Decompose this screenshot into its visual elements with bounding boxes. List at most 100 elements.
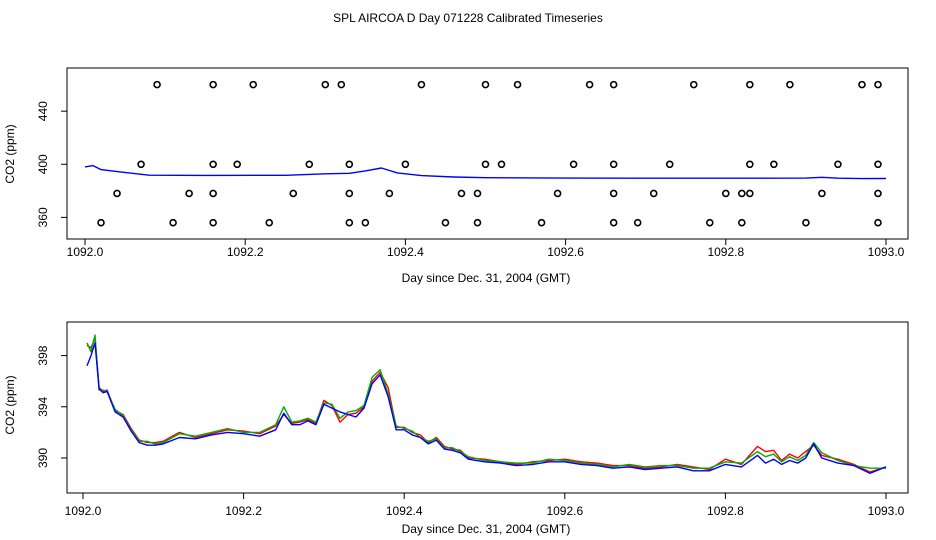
data-point — [746, 160, 754, 169]
data-point — [802, 218, 810, 227]
data-point — [401, 160, 410, 169]
data-point — [649, 189, 658, 198]
data-point — [609, 189, 618, 198]
data-point — [481, 80, 490, 89]
chart-bottom: 1092.0 1092.2 1092.4 1092.6 1092.8 1093.0 390… — [3, 321, 909, 536]
data-point — [321, 80, 330, 89]
data-point — [289, 189, 298, 198]
y-axis-label-top: CO2 (ppm) — [3, 124, 17, 183]
series-line-green — [86, 334, 886, 469]
data-point — [786, 80, 794, 89]
data-point — [209, 218, 217, 227]
data-point — [97, 218, 105, 227]
y-tick-label: 390 — [36, 448, 50, 468]
x-tick-label: 1092.2 — [227, 245, 264, 259]
plot-frame-top — [66, 67, 909, 240]
x-tick-label: 1092.0 — [65, 504, 102, 518]
y-axis-bottom: 390 394 398 — [36, 345, 67, 468]
data-point — [209, 160, 217, 169]
y-tick-label: 440 — [36, 101, 50, 121]
plot-frame-bottom — [66, 321, 909, 494]
x-tick-label: 1093.0 — [868, 245, 905, 259]
data-point — [874, 160, 882, 169]
data-point — [609, 80, 618, 89]
figure-title: SPL AIRCOA D Day 071228 Calibrated Times… — [333, 11, 603, 25]
data-point — [818, 189, 826, 198]
data-point — [738, 189, 746, 198]
x-tick-label: 1092.0 — [67, 245, 104, 259]
y-tick-label: 400 — [36, 154, 50, 174]
data-point — [689, 80, 698, 89]
data-point — [537, 218, 546, 227]
data-point — [185, 189, 193, 198]
data-point — [721, 189, 730, 198]
data-point — [153, 80, 161, 89]
data-point — [633, 218, 642, 227]
series-line-blue — [84, 164, 887, 180]
data-point — [858, 80, 866, 89]
data-point — [473, 218, 482, 227]
x-tick-label: 1092.6 — [546, 504, 583, 518]
data-point — [609, 218, 618, 227]
x-tick-label: 1093.0 — [868, 504, 905, 518]
y-axis-top: 360 400 440 — [36, 101, 67, 227]
data-point — [874, 80, 882, 89]
x-axis-label-bottom: Day since Dec. 31, 2004 (GMT) — [402, 522, 571, 536]
y-tick-label: 394 — [36, 396, 50, 416]
data-point — [738, 218, 746, 227]
data-point — [874, 189, 882, 198]
data-point — [265, 218, 274, 227]
data-point — [497, 160, 506, 169]
data-point — [209, 80, 217, 89]
y-axis-label-bottom: CO2 (ppm) — [3, 375, 17, 434]
series-line-blue — [86, 342, 887, 474]
x-tick-label: 1092.8 — [707, 504, 744, 518]
data-point — [113, 189, 121, 198]
data-point — [553, 189, 562, 198]
y-tick-label: 398 — [36, 345, 50, 365]
x-axis-label-top: Day since Dec. 31, 2004 (GMT) — [402, 271, 571, 285]
x-tick-label: 1092.2 — [225, 504, 262, 518]
x-tick-label: 1092.4 — [387, 245, 424, 259]
series-top — [84, 164, 887, 180]
y-tick-label: 360 — [36, 207, 50, 227]
data-point — [513, 80, 522, 89]
data-point — [137, 160, 145, 169]
data-point — [361, 218, 370, 227]
data-point — [457, 189, 466, 198]
x-axis-bottom: 1092.0 1092.2 1092.4 1092.6 1092.8 1093.0 — [65, 493, 905, 518]
data-point — [233, 160, 241, 169]
data-point — [874, 218, 882, 227]
series-line-red — [86, 337, 887, 473]
x-axis-top: 1092.0 1092.2 1092.4 1092.6 1092.8 1093.0 — [67, 239, 905, 259]
x-tick-label: 1092.4 — [386, 504, 423, 518]
data-point — [770, 160, 778, 169]
data-point — [385, 189, 394, 198]
data-point — [834, 160, 842, 169]
data-point — [249, 80, 258, 89]
data-point — [473, 189, 482, 198]
data-point — [746, 80, 754, 89]
data-point — [305, 160, 314, 169]
chart-top: 1092.0 1092.2 1092.4 1092.6 1092.8 1093.0 360… — [3, 67, 909, 285]
data-point — [169, 218, 177, 227]
data-point — [746, 189, 754, 198]
series-bottom — [86, 334, 887, 474]
data-point — [441, 218, 450, 227]
x-tick-label: 1092.6 — [547, 245, 584, 259]
data-point — [609, 160, 618, 169]
data-point — [345, 189, 354, 198]
data-point — [705, 218, 714, 227]
data-point — [481, 160, 490, 169]
data-point — [665, 160, 674, 169]
data-point — [569, 160, 578, 169]
data-point — [209, 189, 217, 198]
data-point — [345, 218, 354, 227]
x-tick-label: 1092.8 — [707, 245, 744, 259]
data-point — [417, 80, 426, 89]
data-point — [585, 80, 594, 89]
data-point — [337, 80, 346, 89]
data-point — [345, 160, 354, 169]
points-top — [97, 80, 882, 227]
